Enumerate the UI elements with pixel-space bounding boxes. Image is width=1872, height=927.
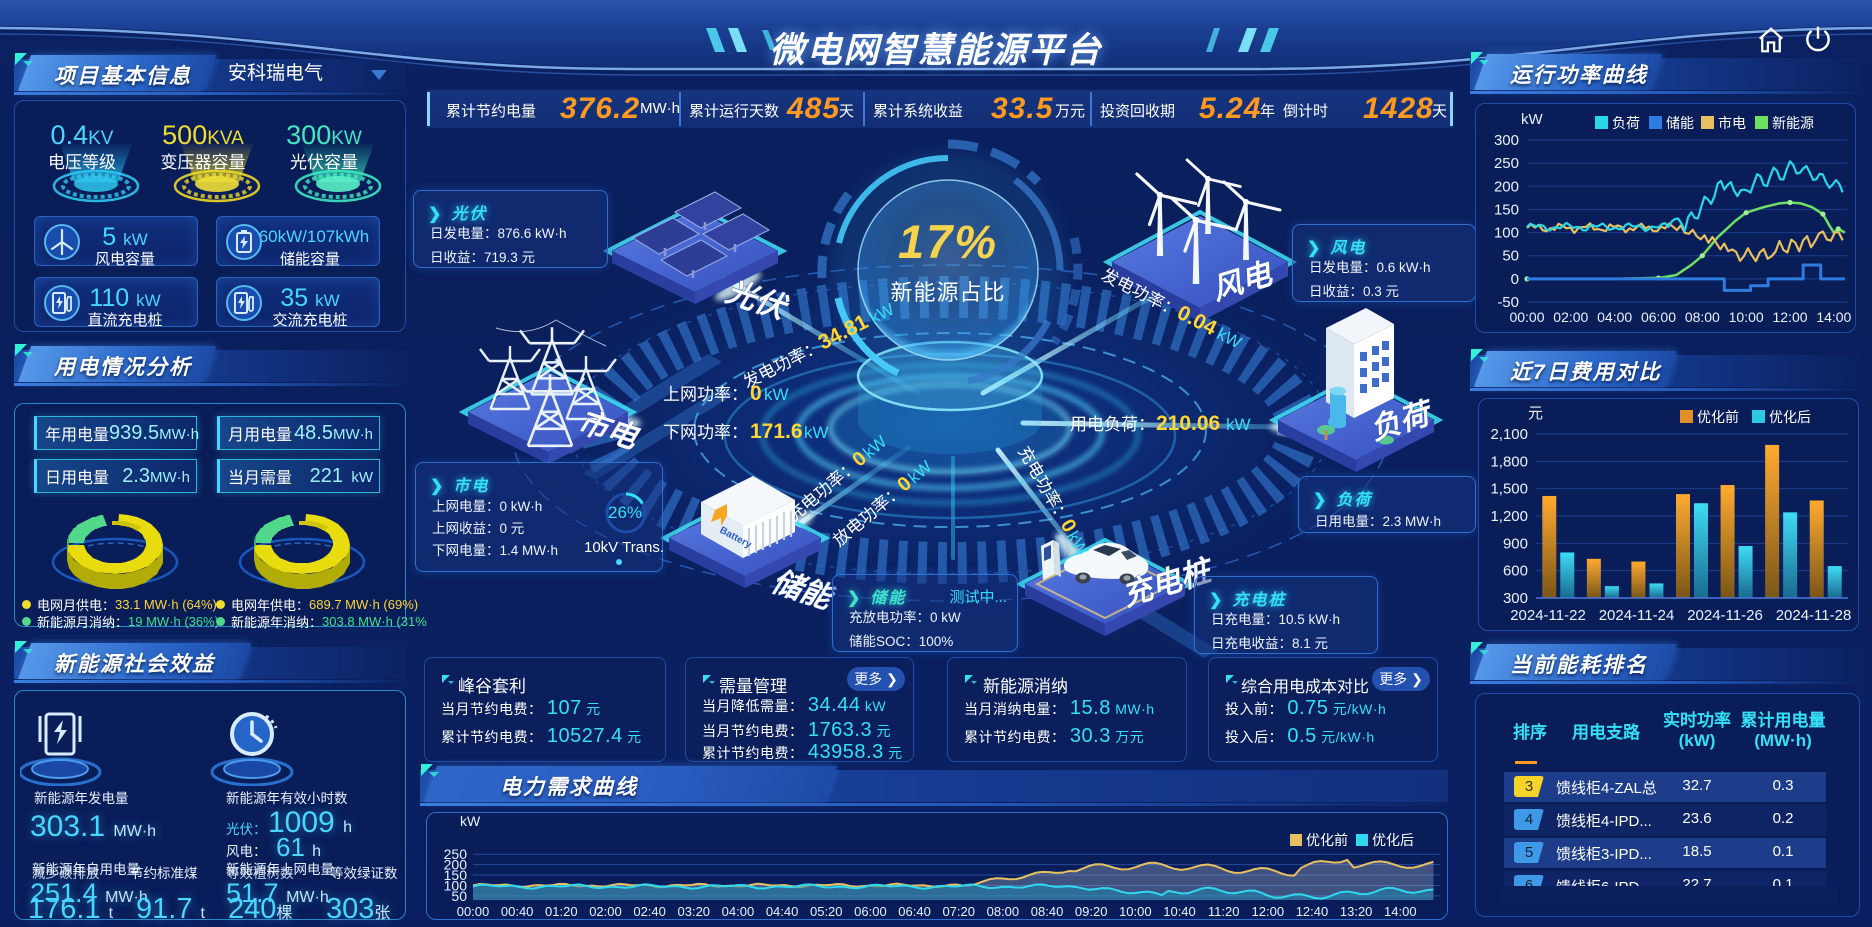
svg-text:优化后: 优化后 xyxy=(1372,832,1414,848)
svg-text:12:00: 12:00 xyxy=(1772,309,1807,325)
svg-text:06:00: 06:00 xyxy=(1641,309,1676,325)
svg-text:07:20: 07:20 xyxy=(942,904,975,918)
svg-text:100: 100 xyxy=(444,877,468,893)
svg-text:13:20: 13:20 xyxy=(1340,904,1373,918)
svg-text:2024-11-24: 2024-11-24 xyxy=(1599,607,1675,624)
svg-text:300: 300 xyxy=(1494,132,1519,149)
svg-text:储能: 储能 xyxy=(1666,115,1694,131)
svg-text:300: 300 xyxy=(1503,590,1528,607)
svg-text:0: 0 xyxy=(750,382,762,405)
svg-text:04:00: 04:00 xyxy=(1597,309,1632,325)
svg-text:150: 150 xyxy=(444,867,468,883)
svg-text:03:20: 03:20 xyxy=(678,904,711,918)
svg-text:200: 200 xyxy=(1494,178,1519,195)
svg-text:04:00: 04:00 xyxy=(722,904,755,918)
svg-text:09:20: 09:20 xyxy=(1075,904,1108,918)
svg-text:250: 250 xyxy=(1494,155,1519,172)
svg-text:00:00: 00:00 xyxy=(457,904,490,918)
svg-text:2024-11-26: 2024-11-26 xyxy=(1687,607,1763,624)
svg-text:-50: -50 xyxy=(1497,294,1519,311)
svg-text:250: 250 xyxy=(444,846,468,862)
svg-text:1,200: 1,200 xyxy=(1490,508,1528,525)
svg-text:12:00: 12:00 xyxy=(1252,904,1285,918)
svg-text:06:40: 06:40 xyxy=(898,904,931,918)
svg-text:00:40: 00:40 xyxy=(501,904,534,918)
svg-text:50: 50 xyxy=(451,888,467,904)
svg-text:0: 0 xyxy=(1511,271,1519,288)
svg-text:优化前: 优化前 xyxy=(1697,409,1739,425)
svg-text:优化后: 优化后 xyxy=(1769,409,1811,425)
svg-text:210.06: 210.06 xyxy=(1156,412,1220,435)
svg-text:新能源: 新能源 xyxy=(1772,115,1814,131)
svg-text:100: 100 xyxy=(1494,225,1519,242)
svg-text:02:00: 02:00 xyxy=(589,904,622,918)
svg-text:负荷: 负荷 xyxy=(1612,115,1640,131)
svg-text:kW: kW xyxy=(460,814,481,829)
svg-text:用电负荷：: 用电负荷： xyxy=(1070,415,1155,434)
svg-text:元: 元 xyxy=(1528,405,1543,422)
svg-text:50: 50 xyxy=(1502,248,1519,265)
svg-text:10:00: 10:00 xyxy=(1119,904,1152,918)
svg-text:00:00: 00:00 xyxy=(1509,309,1544,325)
svg-text:900: 900 xyxy=(1503,535,1528,552)
svg-text:02:00: 02:00 xyxy=(1553,309,1588,325)
svg-text:12:40: 12:40 xyxy=(1296,904,1329,918)
svg-text:04:40: 04:40 xyxy=(766,904,799,918)
svg-text:600: 600 xyxy=(1503,563,1528,580)
svg-text:150: 150 xyxy=(1494,201,1519,218)
svg-text:14:00: 14:00 xyxy=(1816,309,1851,325)
svg-text:市电: 市电 xyxy=(1718,115,1746,131)
svg-text:11:20: 11:20 xyxy=(1208,904,1240,918)
svg-text:上网功率：: 上网功率： xyxy=(663,385,748,404)
svg-text:10:00: 10:00 xyxy=(1729,309,1764,325)
svg-text:kW: kW xyxy=(1226,415,1251,434)
svg-text:14:00: 14:00 xyxy=(1384,904,1417,918)
svg-text:200: 200 xyxy=(444,857,468,873)
svg-text:05:20: 05:20 xyxy=(810,904,843,918)
svg-text:2024-11-22: 2024-11-22 xyxy=(1510,607,1586,624)
svg-text:新能源占比: 新能源占比 xyxy=(890,280,1005,305)
svg-text:优化前: 优化前 xyxy=(1306,832,1348,848)
svg-text:171.6: 171.6 xyxy=(750,420,803,443)
svg-text:下网功率：: 下网功率： xyxy=(663,423,748,442)
svg-text:08:40: 08:40 xyxy=(1031,904,1064,918)
svg-text:06:00: 06:00 xyxy=(854,904,887,918)
svg-text:kW: kW xyxy=(804,423,829,442)
svg-text:08:00: 08:00 xyxy=(1685,309,1720,325)
svg-text:01:20: 01:20 xyxy=(545,904,578,918)
svg-text:08:00: 08:00 xyxy=(987,904,1020,918)
svg-text:2,100: 2,100 xyxy=(1490,426,1528,443)
svg-text:17%: 17% xyxy=(898,215,998,268)
svg-text:2024-11-28: 2024-11-28 xyxy=(1776,607,1852,624)
svg-text:1,800: 1,800 xyxy=(1490,453,1528,470)
svg-text:1,500: 1,500 xyxy=(1490,481,1528,498)
svg-text:kW: kW xyxy=(764,385,789,404)
svg-text:02:40: 02:40 xyxy=(633,904,666,918)
svg-text:10:40: 10:40 xyxy=(1163,904,1196,918)
svg-text:kW: kW xyxy=(1521,111,1544,128)
